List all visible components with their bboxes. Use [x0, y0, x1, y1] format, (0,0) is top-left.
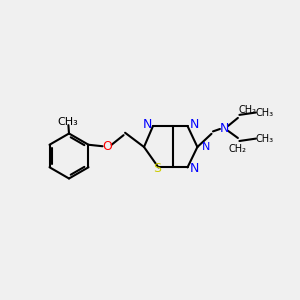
Text: N: N — [189, 162, 199, 176]
Text: CH₃: CH₃ — [255, 107, 273, 118]
Text: N: N — [220, 122, 229, 135]
Text: N: N — [142, 118, 152, 131]
Text: S: S — [153, 161, 161, 175]
Text: CH₂: CH₂ — [229, 143, 247, 154]
Text: CH₃: CH₃ — [255, 134, 273, 144]
Text: O: O — [102, 140, 112, 153]
Text: CH₂: CH₂ — [239, 105, 257, 116]
Text: N: N — [202, 142, 210, 152]
Text: N: N — [189, 118, 199, 131]
Text: CH₃: CH₃ — [57, 117, 78, 127]
